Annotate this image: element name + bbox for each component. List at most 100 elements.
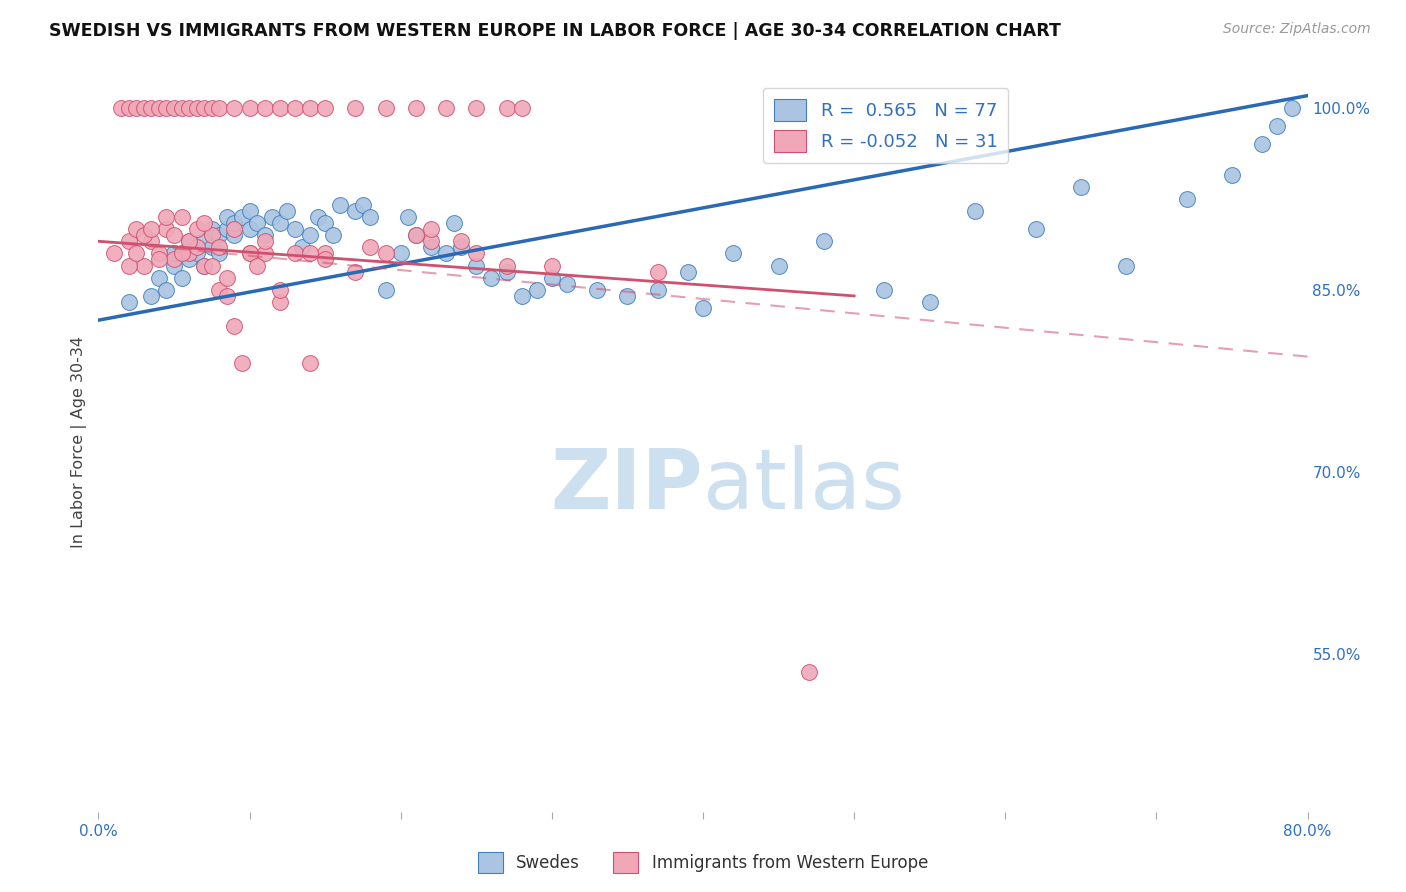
Point xyxy=(253,101,276,115)
Point xyxy=(239,246,262,260)
Point xyxy=(269,101,291,115)
Point xyxy=(276,203,298,218)
Point xyxy=(148,101,170,115)
Point xyxy=(647,265,669,279)
Point xyxy=(163,259,186,273)
Point xyxy=(495,259,517,273)
Point xyxy=(1281,101,1303,115)
Point xyxy=(797,665,820,680)
Point xyxy=(170,210,193,224)
Point xyxy=(647,283,669,297)
Point xyxy=(1024,222,1046,236)
Point xyxy=(405,101,427,115)
Point xyxy=(239,203,262,218)
Point xyxy=(291,240,314,254)
Y-axis label: In Labor Force | Age 30-34: In Labor Force | Age 30-34 xyxy=(72,335,87,548)
Point xyxy=(224,228,246,243)
Point xyxy=(186,222,208,236)
Point xyxy=(155,210,177,224)
Point xyxy=(284,222,307,236)
Point xyxy=(813,234,835,248)
Point xyxy=(450,234,472,248)
Point xyxy=(540,259,562,273)
Point xyxy=(239,246,262,260)
Legend: R =  0.565   N = 77, R = -0.052   N = 31: R = 0.565 N = 77, R = -0.052 N = 31 xyxy=(763,87,1008,162)
Point xyxy=(163,228,186,243)
Point xyxy=(201,222,224,236)
Point xyxy=(450,240,472,254)
Point xyxy=(314,252,336,267)
Point xyxy=(510,289,533,303)
Point xyxy=(193,234,215,248)
Point xyxy=(186,101,208,115)
Point xyxy=(155,101,177,115)
Point xyxy=(193,259,215,273)
Point xyxy=(918,295,941,310)
Point xyxy=(148,270,170,285)
Point xyxy=(163,101,186,115)
Point xyxy=(481,270,503,285)
Point xyxy=(179,252,201,267)
Point xyxy=(170,101,193,115)
Point xyxy=(193,259,215,273)
Point xyxy=(186,246,208,260)
Point xyxy=(465,101,488,115)
Point xyxy=(1220,168,1243,182)
Point xyxy=(103,246,125,260)
Point xyxy=(314,246,336,260)
Point xyxy=(1115,259,1137,273)
Point xyxy=(360,210,382,224)
Point xyxy=(186,240,208,254)
Point xyxy=(215,210,238,224)
Point xyxy=(253,228,276,243)
Point xyxy=(193,101,215,115)
Point xyxy=(374,101,396,115)
Point xyxy=(208,246,231,260)
Point xyxy=(141,289,163,303)
Point xyxy=(1070,179,1092,194)
Point xyxy=(299,228,322,243)
Point xyxy=(110,101,132,115)
Point xyxy=(201,259,224,273)
Point xyxy=(118,101,141,115)
Point xyxy=(231,210,253,224)
Point xyxy=(253,234,276,248)
Point xyxy=(155,283,177,297)
Text: SWEDISH VS IMMIGRANTS FROM WESTERN EUROPE IN LABOR FORCE | AGE 30-34 CORRELATION: SWEDISH VS IMMIGRANTS FROM WESTERN EUROP… xyxy=(49,22,1062,40)
Point xyxy=(443,216,465,230)
Point xyxy=(215,222,238,236)
Point xyxy=(344,265,367,279)
Point xyxy=(389,246,412,260)
Point xyxy=(132,101,155,115)
Point xyxy=(208,283,231,297)
Point xyxy=(163,246,186,260)
Point xyxy=(768,259,790,273)
Point xyxy=(495,265,517,279)
Point xyxy=(405,228,427,243)
Point xyxy=(201,228,224,243)
Point xyxy=(434,101,457,115)
Text: atlas: atlas xyxy=(703,445,904,526)
Point xyxy=(465,259,488,273)
Point xyxy=(201,101,224,115)
Point xyxy=(420,222,443,236)
Point xyxy=(118,295,141,310)
Point xyxy=(269,216,291,230)
Point xyxy=(396,210,419,224)
Point xyxy=(465,246,488,260)
Point xyxy=(239,222,262,236)
Point xyxy=(269,295,291,310)
Point xyxy=(125,222,148,236)
Point xyxy=(965,203,987,218)
Point xyxy=(132,259,155,273)
Point xyxy=(246,216,269,230)
Point xyxy=(224,222,246,236)
Point xyxy=(873,283,896,297)
Point xyxy=(179,246,201,260)
Point xyxy=(723,246,745,260)
Point xyxy=(118,259,141,273)
Point xyxy=(269,283,291,297)
Point xyxy=(314,216,336,230)
Point xyxy=(1267,119,1289,133)
Point xyxy=(148,246,170,260)
